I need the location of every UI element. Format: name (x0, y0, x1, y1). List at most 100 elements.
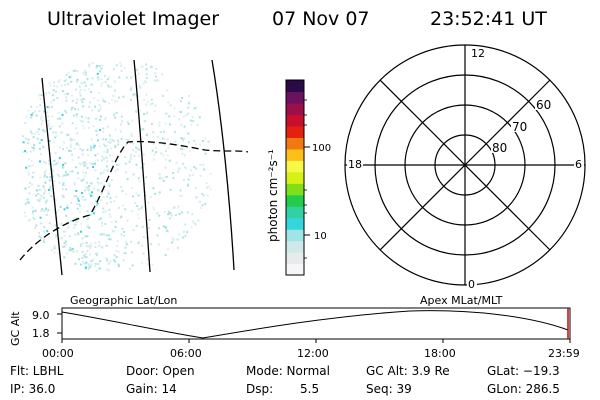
imager-pixel (102, 233, 105, 236)
imager-pixel (31, 206, 34, 209)
imager-pixel (209, 173, 212, 175)
imager-pixel (113, 254, 116, 256)
imager-pixel (105, 202, 108, 205)
imager-pixel (99, 115, 102, 118)
imager-pixel (108, 238, 111, 241)
imager-pixel (192, 120, 195, 122)
imager-pixel (137, 177, 140, 180)
imager-pixel (114, 226, 117, 228)
imager-pixel (187, 178, 190, 181)
imager-pixel (70, 248, 73, 251)
imager-pixel (164, 254, 167, 257)
imager-pixel (117, 251, 120, 254)
imager-pixel (97, 263, 100, 265)
imager-pixel (187, 112, 190, 115)
imager-pixel (172, 238, 175, 241)
imager-pixel (161, 137, 164, 140)
imager-pixel (28, 192, 31, 195)
imager-pixel (182, 236, 185, 239)
imager-pixel (89, 246, 92, 249)
imager-pixel (106, 169, 109, 172)
imager-pixel (158, 191, 161, 194)
imager-pixel (124, 208, 127, 211)
imager-pixel (164, 122, 167, 125)
imager-pixel (124, 162, 127, 165)
imager-pixel (111, 230, 114, 233)
imager-pixel (47, 125, 50, 128)
seq-info: Seq: 39 (366, 382, 412, 396)
imager-pixel (106, 148, 109, 151)
imager-pixel (99, 108, 102, 111)
imager-pixel (132, 195, 135, 198)
imager-pixel (61, 131, 64, 134)
imager-pixel (110, 85, 113, 88)
imager-pixel (138, 180, 141, 183)
imager-pixel (209, 188, 212, 191)
imager-pixel (51, 115, 54, 118)
imager-pixel (152, 187, 155, 190)
imager-pixel (169, 104, 172, 107)
imager-pixel (153, 153, 156, 156)
imager-pixel (100, 155, 103, 158)
imager-pixel (141, 225, 144, 228)
imager-pixel (77, 232, 80, 235)
imager-pixel (48, 162, 51, 165)
timeline-xtick: 06:00 (170, 347, 202, 360)
imager-pixel (27, 138, 30, 141)
imager-pixel (106, 78, 109, 81)
imager-pixel (88, 105, 91, 108)
imager-pixel (91, 109, 94, 112)
imager-pixel (117, 140, 120, 143)
imager-pixel (89, 214, 92, 216)
imager-pixel (109, 154, 112, 157)
imager-pixel (104, 118, 106, 121)
mlt-label-6: 6 (575, 158, 582, 171)
gain-info: Gain: 14 (126, 382, 177, 396)
imager-pixel (120, 215, 123, 218)
imager-pixel (58, 175, 61, 178)
ip-info: IP: 36.0 (10, 382, 56, 396)
imager-pixel (139, 86, 142, 89)
imager-pixel (130, 186, 133, 189)
imager-pixel (77, 156, 80, 159)
label-bg (574, 157, 584, 170)
imager-pixel (31, 212, 34, 215)
imager-pixel (201, 193, 204, 196)
imager-pixel (151, 102, 154, 105)
imager-pixel (43, 238, 45, 241)
imager-pixel (123, 234, 126, 237)
imager-pixel (82, 171, 85, 174)
imager-pixel (188, 174, 191, 177)
imager-pixel (53, 140, 56, 143)
imager-pixel (149, 103, 152, 106)
glat-info: GLat: −19.3 (487, 364, 560, 378)
imager-pixel (202, 163, 205, 166)
imager-pixel (39, 176, 42, 179)
imager-pixel (191, 213, 194, 216)
timeline-xtick: 18:00 (424, 347, 456, 360)
imager-pixel (105, 244, 108, 247)
imager-pixel (84, 161, 86, 164)
imager-pixel (157, 243, 160, 246)
imager-pixel (43, 230, 46, 233)
imager-pixel (88, 185, 91, 187)
colorbar-band (286, 114, 304, 127)
imager-pixel (167, 248, 169, 251)
imager-pixel (43, 175, 46, 178)
imager-pixel (27, 219, 30, 222)
imager-pixel (145, 77, 148, 79)
imager-pixel (193, 139, 196, 142)
imager-pixel (130, 86, 133, 89)
imager-pixel (98, 103, 101, 106)
imager-pixel (186, 230, 189, 233)
imager-pixel (115, 195, 118, 198)
imager-pixel (122, 259, 125, 262)
imager-pixel (99, 105, 102, 108)
imager-pixel (164, 166, 167, 169)
imager-pixel (96, 72, 99, 75)
imager-pixel (171, 236, 174, 239)
imager-pixel (42, 186, 45, 189)
imager-pixel (68, 249, 71, 252)
imager-pixel (72, 250, 75, 253)
imager-pixel (126, 120, 129, 123)
